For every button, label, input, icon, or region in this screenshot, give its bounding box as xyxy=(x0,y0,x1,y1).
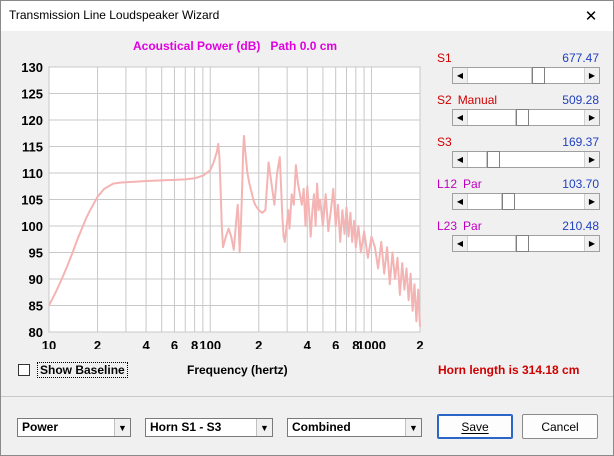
show-baseline-control[interactable]: Show Baseline xyxy=(18,362,128,378)
horn-length-readout: Horn length is 314.18 cm xyxy=(438,363,580,377)
slider-track[interactable] xyxy=(468,194,502,209)
x-tick-label: 8 xyxy=(191,338,198,349)
slider-s1[interactable]: ◀ ▶ xyxy=(452,67,600,84)
x-tick-label: 6 xyxy=(171,338,178,349)
slider-thumb[interactable] xyxy=(516,109,529,126)
slider-l23[interactable]: ◀ ▶ xyxy=(452,235,600,252)
arrow-right-icon[interactable]: ▶ xyxy=(584,68,599,83)
response-curve xyxy=(48,134,421,327)
horn-section-select[interactable]: Horn S1 - S3 ▼ xyxy=(145,418,273,437)
slider-value-l12: 103.70 xyxy=(562,177,599,191)
y-tick-label: 130 xyxy=(21,60,43,75)
plot-type-value: Power xyxy=(22,420,59,434)
output-mode-value: Combined xyxy=(292,420,351,434)
slider-track[interactable] xyxy=(529,110,584,125)
x-tick-label: 8 xyxy=(352,338,359,349)
slider-label-s1: S1 xyxy=(437,51,452,65)
x-tick-label: 2 xyxy=(94,338,101,349)
x-tick-label: 2 xyxy=(416,338,423,349)
window-title: Transmission Line Loudspeaker Wizard xyxy=(9,8,220,22)
horn-section-value: Horn S1 - S3 xyxy=(150,420,222,434)
slider-value-s2: 509.28 xyxy=(562,93,599,107)
arrow-right-icon[interactable]: ▶ xyxy=(584,236,599,251)
save-button[interactable]: Save xyxy=(437,414,513,439)
y-tick-label: 95 xyxy=(29,246,43,261)
y-tick-label: 110 xyxy=(22,166,43,181)
x-tick-label: 10 xyxy=(42,338,56,349)
slider-name: S1 xyxy=(437,51,452,65)
slider-name: L23 xyxy=(437,219,458,233)
slider-track[interactable] xyxy=(515,194,584,209)
slider-mode: Par xyxy=(463,177,482,191)
arrow-right-icon[interactable]: ▶ xyxy=(584,194,599,209)
close-icon[interactable]: ✕ xyxy=(584,8,598,25)
slider-name: L12 xyxy=(437,177,458,191)
arrow-left-icon[interactable]: ◀ xyxy=(453,68,468,83)
arrow-left-icon[interactable]: ◀ xyxy=(453,110,468,125)
arrow-left-icon[interactable]: ◀ xyxy=(453,194,468,209)
y-tick-label: 125 xyxy=(21,87,43,102)
arrow-right-icon[interactable]: ▶ xyxy=(584,110,599,125)
x-tick-label: 6 xyxy=(332,338,339,349)
y-tick-label: 80 xyxy=(29,325,43,340)
slider-label-s3: S3 xyxy=(437,135,452,149)
slider-s3[interactable]: ◀ ▶ xyxy=(452,151,600,168)
y-tick-label: 90 xyxy=(29,272,43,287)
slider-track[interactable] xyxy=(468,236,516,251)
chevron-down-icon[interactable]: ▼ xyxy=(405,419,421,436)
y-tick-label: 120 xyxy=(21,113,43,128)
slider-track[interactable] xyxy=(468,68,532,83)
x-tick-label: 2 xyxy=(255,338,262,349)
slider-name: S3 xyxy=(437,135,452,149)
slider-label-s2: S2 Manual xyxy=(437,93,497,107)
slider-label-l23: L23 Par xyxy=(437,219,482,233)
y-tick-label: 115 xyxy=(22,140,43,155)
slider-thumb[interactable] xyxy=(487,151,500,168)
x-tick-label: 4 xyxy=(142,338,150,349)
slider-thumb[interactable] xyxy=(532,67,545,84)
slider-track[interactable] xyxy=(529,236,584,251)
slider-value-s1: 677.47 xyxy=(562,51,599,65)
save-button-label: Save xyxy=(461,419,489,434)
y-tick-label: 100 xyxy=(21,219,43,234)
slider-label-l12: L12 Par xyxy=(437,177,482,191)
frequency-axis-label: Frequency (hertz) xyxy=(187,363,288,377)
arrow-right-icon[interactable]: ▶ xyxy=(584,152,599,167)
slider-s2[interactable]: ◀ ▶ xyxy=(452,109,600,126)
cancel-button-label: Cancel xyxy=(541,419,579,434)
arrow-left-icon[interactable]: ◀ xyxy=(453,236,468,251)
slider-track[interactable] xyxy=(468,110,516,125)
slider-track[interactable] xyxy=(545,68,584,83)
slider-thumb[interactable] xyxy=(516,235,529,252)
x-tick-label: 4 xyxy=(304,338,312,349)
x-tick-label: 1000 xyxy=(357,338,386,349)
slider-value-s3: 169.37 xyxy=(562,135,599,149)
cancel-button[interactable]: Cancel xyxy=(522,414,598,439)
y-tick-label: 105 xyxy=(21,193,43,208)
slider-track[interactable] xyxy=(468,152,487,167)
slider-value-l23: 210.48 xyxy=(562,219,599,233)
slider-mode: Manual xyxy=(457,93,498,107)
show-baseline-label[interactable]: Show Baseline xyxy=(37,362,128,378)
plot-title: Acoustical Power (dB) Path 0.0 cm xyxy=(133,39,338,53)
slider-thumb[interactable] xyxy=(502,193,515,210)
output-mode-select[interactable]: Combined ▼ xyxy=(287,418,422,437)
slider-name: S2 xyxy=(437,93,452,107)
divider xyxy=(1,396,613,397)
x-tick-label: 100 xyxy=(199,338,221,349)
slider-mode: Par xyxy=(463,219,482,233)
slider-l12[interactable]: ◀ ▶ xyxy=(452,193,600,210)
chevron-down-icon[interactable]: ▼ xyxy=(114,419,130,436)
chevron-down-icon[interactable]: ▼ xyxy=(256,419,272,436)
plot-type-select[interactable]: Power ▼ xyxy=(17,418,131,437)
title-bar: Transmission Line Loudspeaker Wizard ✕ xyxy=(1,1,613,31)
y-tick-label: 85 xyxy=(29,299,43,314)
show-baseline-checkbox[interactable] xyxy=(18,364,30,376)
arrow-left-icon[interactable]: ◀ xyxy=(453,152,468,167)
slider-track[interactable] xyxy=(500,152,584,167)
